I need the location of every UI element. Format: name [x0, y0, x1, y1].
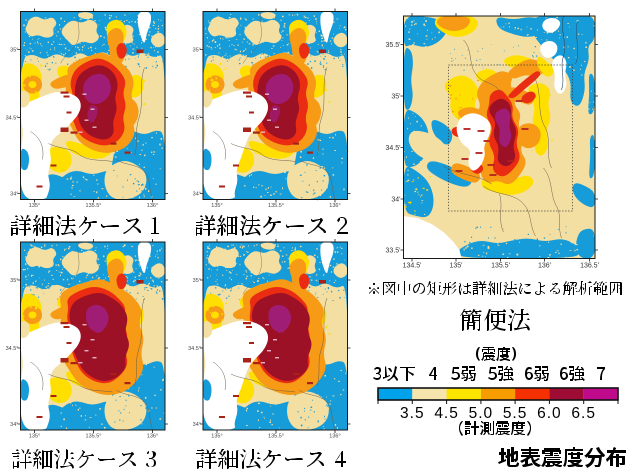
svg-text:34°: 34° — [10, 192, 18, 198]
svg-text:6.5: 6.5 — [571, 405, 596, 422]
svg-text:34°: 34° — [10, 422, 18, 428]
svg-text:135.5°: 135.5° — [86, 434, 102, 440]
svg-text:3.5: 3.5 — [400, 405, 425, 422]
svg-text:34.5°: 34.5° — [6, 116, 19, 122]
svg-text:5.5: 5.5 — [503, 405, 528, 422]
svg-text:35°: 35° — [10, 278, 18, 284]
svg-text:136°: 136° — [329, 434, 340, 440]
svg-text:34.5': 34.5' — [386, 145, 401, 152]
svg-text:35°: 35° — [10, 48, 18, 54]
svg-text:4.5: 4.5 — [434, 405, 459, 422]
svg-text:33.5': 33.5' — [386, 247, 401, 254]
svg-text:135.5°: 135.5° — [268, 203, 284, 209]
svg-text:34.5°: 34.5° — [6, 346, 19, 352]
svg-text:34°: 34° — [193, 422, 201, 428]
svg-text:136.5': 136.5' — [580, 263, 599, 270]
svg-text:6.0: 6.0 — [537, 405, 562, 422]
svg-text:35': 35' — [391, 93, 400, 100]
svg-text:135°: 135° — [29, 203, 40, 209]
svg-text:34.5°: 34.5° — [188, 346, 201, 352]
svg-text:35.5': 35.5' — [386, 42, 401, 49]
svg-text:34': 34' — [391, 196, 400, 203]
svg-text:35°: 35° — [193, 48, 201, 54]
svg-text:135.5': 135.5' — [491, 263, 510, 270]
svg-text:135.5°: 135.5° — [86, 203, 102, 209]
svg-text:134.5': 134.5' — [403, 263, 422, 270]
svg-text:136°: 136° — [147, 434, 158, 440]
svg-text:136°: 136° — [147, 203, 158, 209]
svg-text:136': 136' — [538, 263, 551, 270]
svg-text:5.0: 5.0 — [469, 405, 494, 422]
svg-text:35°: 35° — [193, 278, 201, 284]
svg-text:135': 135' — [449, 263, 462, 270]
svg-text:135°: 135° — [29, 434, 40, 440]
svg-text:34.5°: 34.5° — [188, 116, 201, 122]
svg-text:135.5°: 135.5° — [268, 434, 284, 440]
svg-text:136°: 136° — [329, 203, 340, 209]
svg-text:135°: 135° — [211, 434, 222, 440]
svg-text:135°: 135° — [211, 203, 222, 209]
svg-text:34°: 34° — [193, 192, 201, 198]
